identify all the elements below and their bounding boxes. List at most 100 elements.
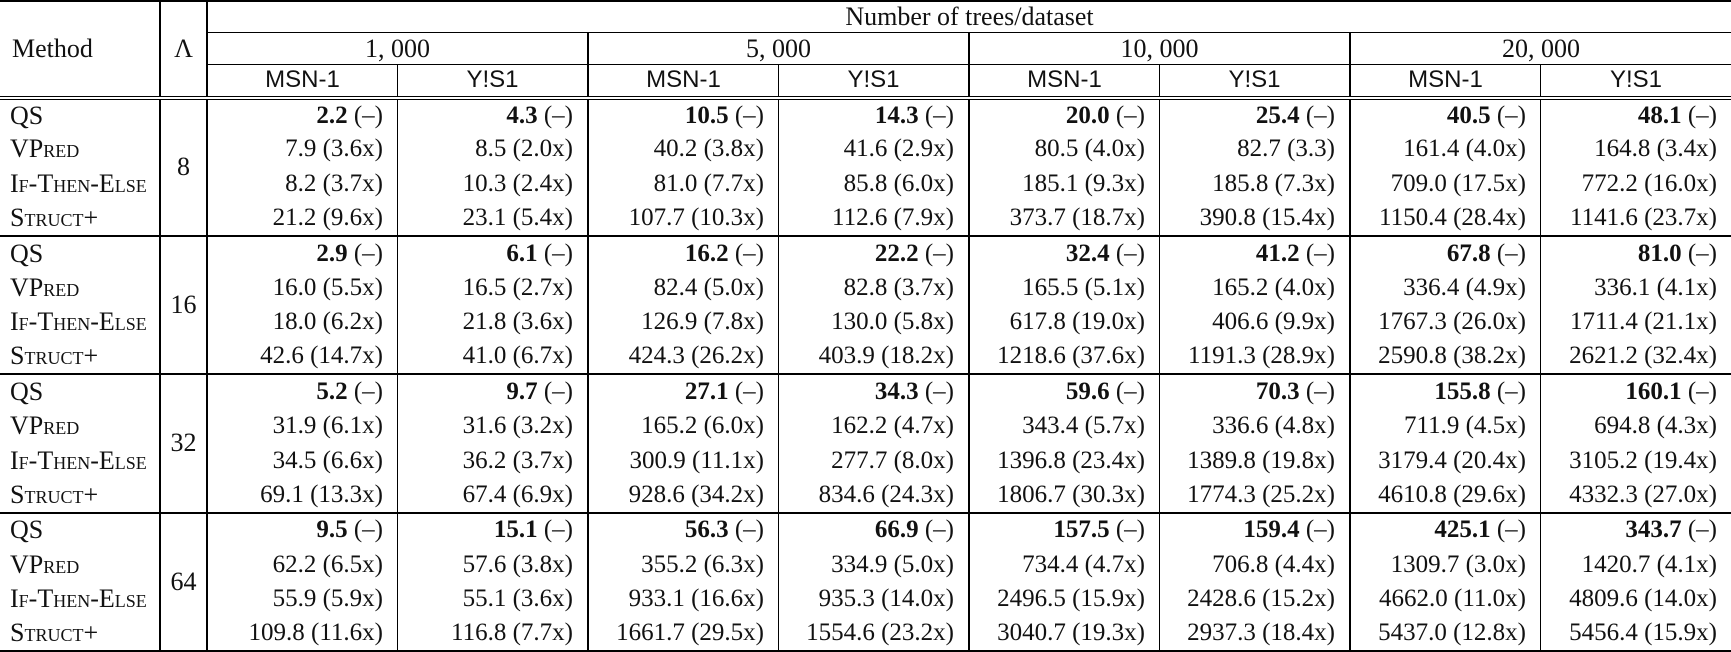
timing-value: 32.4 [1065, 239, 1110, 267]
speedup-value: (28.9x) [1262, 342, 1335, 370]
lambda-group: QS 8 2.2 (–) 4.3 (–) 10.5 (–) 14.3 (–) 20.0 (–… [0, 97, 1731, 236]
timing-value: 70.3 [1255, 378, 1300, 406]
timing-cell: 21.8 (3.6x) [397, 305, 589, 340]
speedup-value: (3.2x) [512, 412, 573, 440]
speedup-value: (34.2x) [691, 480, 764, 508]
table-row: If-Then-Else 8.2 (3.7x) 10.3 (2.4x) 81.0 (7… [0, 166, 1731, 202]
method-label: If-Then-Else [0, 581, 161, 617]
speedup-value: (25.2x) [1262, 480, 1335, 508]
lambda-value: 8 [160, 97, 208, 236]
speedup-value: (–) [353, 378, 383, 406]
timing-value: 59.6 [1065, 378, 1110, 406]
timing-cell: 48.1 (–) [1541, 98, 1731, 133]
speedup-value: (6.9x) [512, 480, 573, 508]
timing-value: 21.2 [272, 204, 317, 232]
speedup-value: (6.0x) [703, 412, 764, 440]
timing-value: 165.2 [641, 412, 698, 440]
speedup-value: (–) [1115, 239, 1145, 267]
timing-cell: 42.6 (14.7x) [207, 339, 398, 375]
speedup-value: (15.9x) [1072, 585, 1145, 613]
speedup-value: (–) [353, 101, 383, 129]
lambda-group: QS 64 9.5 (–) 15.1 (–) 56.3 (–) 66.9 (–) 157.5… [0, 512, 1731, 651]
timing-cell: 36.2 (3.7x) [397, 443, 589, 479]
timing-value: 56.3 [684, 516, 729, 544]
header-row-counts: 1, 000 5, 000 10, 000 20, 000 [0, 32, 1731, 65]
speedup-value: (7.7x) [703, 169, 764, 197]
speedup-value: (24.3x) [881, 480, 954, 508]
speedup-value: (5.9x) [322, 585, 383, 613]
speedup-value: (4.0x) [1465, 135, 1526, 163]
speedup-value: (29.6x) [1453, 480, 1526, 508]
timing-cell: 165.2 (4.0x) [1159, 270, 1351, 306]
timing-value: 66.9 [874, 516, 919, 544]
timing-cell: 41.2 (–) [1159, 235, 1351, 271]
speedup-value: (8.0x) [893, 446, 954, 474]
timing-value: 57.6 [462, 550, 507, 578]
timing-value: 41.2 [1255, 239, 1300, 267]
timing-value: 41.6 [843, 135, 888, 163]
timing-value: 1396.8 [997, 446, 1066, 474]
speedup-value: (3.0x) [1465, 550, 1526, 578]
dataset-header-ys1: Y!S1 [1159, 64, 1351, 100]
dataset-header-ys1: Y!S1 [1540, 64, 1731, 100]
timing-value: 711.9 [1404, 412, 1460, 440]
timing-value: 2428.6 [1187, 585, 1256, 613]
timing-value: 27.1 [684, 378, 729, 406]
timing-cell: 8.5 (2.0x) [397, 132, 589, 167]
timing-value: 1141.6 [1570, 204, 1638, 232]
timing-value: 2496.5 [997, 585, 1066, 613]
timing-cell: 34.3 (–) [778, 374, 970, 409]
table-row: If-Then-Else 18.0 (6.2x) 21.8 (3.6x) 126.9 … [0, 305, 1731, 340]
speedup-value: (28.4x) [1453, 204, 1526, 232]
speedup-value: (–) [1496, 101, 1526, 129]
speedup-value: (–) [543, 516, 573, 544]
timing-cell: 165.5 (5.1x) [969, 270, 1160, 306]
timing-cell: 82.7 (3.3) [1159, 132, 1351, 167]
speedup-value: (4.7x) [893, 412, 954, 440]
timing-value: 1711.4 [1570, 308, 1638, 336]
timing-value: 1309.7 [1390, 550, 1460, 578]
timing-cell: 10.3 (2.4x) [397, 166, 589, 202]
speedup-value: (30.3x) [1072, 480, 1145, 508]
speedup-value: (2.0x) [512, 135, 573, 163]
timing-cell: 1767.3 (26.0x) [1350, 305, 1541, 340]
speedup-value: (9.9x) [1274, 308, 1335, 336]
speedup-value: (6.2x) [322, 308, 383, 336]
timing-cell: 34.5 (6.6x) [207, 443, 398, 479]
table-row: QS 16 2.9 (–) 6.1 (–) 16.2 (–) 22.2 (–) 32.4 (… [0, 235, 1731, 375]
timing-value: 67.8 [1446, 239, 1491, 267]
method-label: Struct+ [0, 201, 161, 236]
timing-value: 82.7 [1237, 135, 1281, 163]
speedup-value: (27.0x) [1644, 480, 1717, 508]
header-row-datasets: MSN-1 Y!S1 MSN-1 Y!S1 MSN-1 Y!S1 MSN-1 Y… [0, 64, 1731, 100]
speedup-value: (5.0x) [893, 550, 954, 578]
timing-value: 69.1 [260, 480, 304, 508]
timing-value: 34.3 [874, 378, 919, 406]
dataset-header-ys1: Y!S1 [778, 64, 970, 100]
timing-cell: 69.1 (13.3x) [207, 478, 398, 513]
method-label: Struct+ [0, 616, 161, 651]
timing-cell: 80.5 (4.0x) [969, 132, 1160, 167]
timing-value: 5437.0 [1378, 619, 1447, 647]
timing-value: 3179.4 [1378, 446, 1447, 474]
speedup-value: (4.0x) [1084, 135, 1145, 163]
timing-value: 31.9 [272, 412, 317, 440]
timing-value: 162.2 [831, 412, 888, 440]
timing-value: 1191.3 [1188, 342, 1256, 370]
timing-value: 116.8 [451, 619, 507, 647]
timing-cell: 20.0 (–) [969, 97, 1160, 133]
speedup-value: (12.8x) [1453, 619, 1526, 647]
speedup-value: (–) [353, 516, 383, 544]
timing-value: 10.5 [684, 101, 729, 129]
speedup-value: (17.5x) [1453, 169, 1526, 197]
speedup-value: (11.1x) [692, 446, 764, 474]
speedup-value: (5.8x) [893, 308, 954, 336]
timing-value: 81.0 [653, 169, 698, 197]
timing-cell: 1774.3 (25.2x) [1159, 478, 1351, 513]
timing-cell: 1554.6 (23.2x) [778, 616, 970, 651]
timing-value: 2937.3 [1187, 619, 1256, 647]
speedup-value: (10.3x) [691, 204, 764, 232]
timing-cell: 4.3 (–) [397, 97, 589, 133]
timing-cell: 25.4 (–) [1159, 97, 1351, 133]
